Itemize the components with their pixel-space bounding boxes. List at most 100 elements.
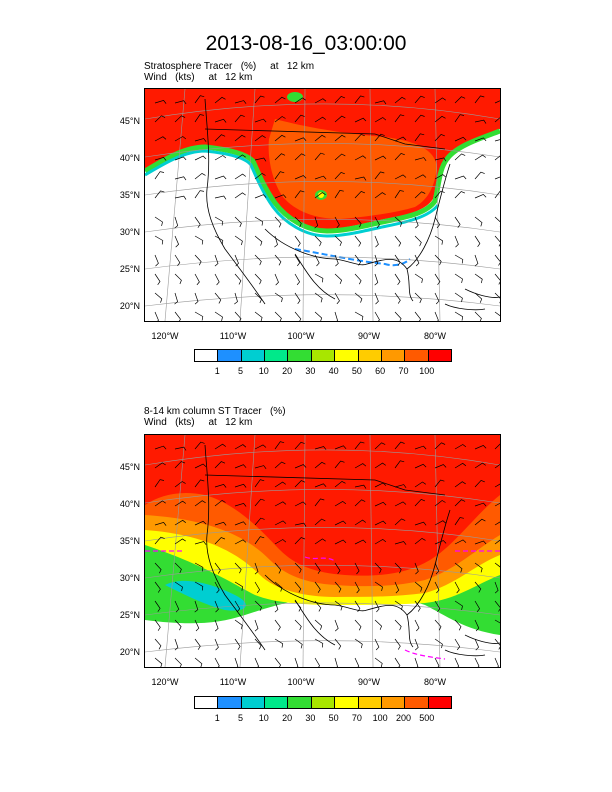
wind-barb xyxy=(194,190,205,199)
panel2-subtitle: Wind (kts) at 12 km xyxy=(144,417,253,428)
wind-barb xyxy=(274,235,278,248)
wind-barb xyxy=(254,157,267,162)
wind-barb xyxy=(234,600,241,613)
wind-barb xyxy=(174,519,187,526)
wind-barb xyxy=(254,479,265,488)
wind-barb xyxy=(154,479,165,488)
wind-barb xyxy=(154,136,167,142)
wind-barb xyxy=(274,520,287,526)
wind-barb xyxy=(454,499,466,507)
wind-barb xyxy=(274,657,282,667)
wind-barb xyxy=(374,100,387,105)
wind-barb xyxy=(494,600,500,612)
panel2-map xyxy=(144,434,501,668)
colorbar-swatch xyxy=(195,697,219,708)
wind-barb xyxy=(474,171,485,180)
wind-barb xyxy=(294,522,307,527)
wind-barb xyxy=(194,657,203,667)
figure-title: 2013-08-16_03:00:00 xyxy=(205,32,407,55)
wind-barb xyxy=(214,235,224,245)
wind-barb xyxy=(254,194,267,199)
wind-barb xyxy=(234,619,243,630)
wind-barb xyxy=(494,521,500,526)
panel1-lat-label: 35°N xyxy=(119,190,140,200)
wind-barb xyxy=(354,619,362,631)
wind-barbs xyxy=(154,441,500,667)
wind-barb xyxy=(474,581,482,593)
wind-barb xyxy=(294,657,299,667)
wind-barb xyxy=(454,273,463,283)
wind-barb xyxy=(494,254,500,266)
wind-barb xyxy=(174,657,182,667)
wind-barb xyxy=(454,444,467,450)
wind-barb xyxy=(194,500,206,507)
wind-barb xyxy=(234,235,243,246)
wind-barb xyxy=(354,133,365,142)
wind-barb xyxy=(194,216,201,228)
wind-barb xyxy=(294,235,301,247)
colorbar-swatch xyxy=(335,350,359,361)
wind-barb xyxy=(294,311,302,321)
wind-barb xyxy=(374,638,380,651)
wind-barb xyxy=(274,216,282,228)
wind-barb xyxy=(314,192,326,199)
wind-barb xyxy=(154,536,165,545)
wind-barb xyxy=(314,116,327,123)
wind-barb xyxy=(234,114,245,123)
wind-barb xyxy=(174,461,186,469)
wind-barb xyxy=(314,134,326,142)
wind-barb xyxy=(494,539,500,545)
wind-barb xyxy=(334,480,346,488)
wind-barb xyxy=(474,562,483,573)
wind-barb xyxy=(214,254,219,267)
wind-barb xyxy=(374,311,380,321)
wind-barb xyxy=(334,95,346,104)
wind-barb xyxy=(334,500,347,507)
wind-barb xyxy=(194,562,204,572)
wind-barb xyxy=(214,292,222,304)
wind-barb xyxy=(194,292,199,305)
wind-barb xyxy=(414,581,423,592)
wind-barb xyxy=(254,118,267,123)
colorbar-swatch xyxy=(218,350,242,361)
wind-barb xyxy=(174,136,187,142)
wind-barb xyxy=(274,638,284,648)
wind-barb xyxy=(394,460,405,469)
panel1-lon-label: 120°W xyxy=(151,331,179,341)
wind-barb xyxy=(494,292,500,304)
wind-barb xyxy=(454,619,462,631)
wind-barb xyxy=(474,540,487,545)
wind-barb xyxy=(494,562,500,568)
wind-barb xyxy=(194,600,199,613)
panel2-lat-label: 30°N xyxy=(119,573,140,583)
wind-barb xyxy=(494,311,500,317)
tracer-orange-region xyxy=(268,119,437,219)
wind-barb xyxy=(194,311,204,321)
wind-barb xyxy=(354,519,367,526)
colorbar-label: 20 xyxy=(282,713,293,723)
wind-barb xyxy=(214,537,226,545)
wind-barb xyxy=(434,311,439,321)
panel2-lat-label: 45°N xyxy=(119,462,140,472)
wind-barb xyxy=(314,98,327,104)
wind-barb xyxy=(294,97,306,104)
wind-barb xyxy=(434,190,445,199)
wind-barb xyxy=(454,191,466,199)
colorbar-swatch xyxy=(218,697,242,708)
wind-barb xyxy=(174,100,187,105)
wind-barb xyxy=(314,235,322,247)
wind-barb xyxy=(354,95,365,104)
wind-barb xyxy=(234,464,247,469)
wind-barb xyxy=(254,638,262,650)
wind-barb xyxy=(414,273,423,283)
wind-barb xyxy=(154,619,161,631)
wind-barb xyxy=(494,638,500,650)
wind-barb xyxy=(494,100,500,104)
wind-barb xyxy=(474,216,483,227)
wind-barb xyxy=(294,619,302,631)
colorbar-label: 30 xyxy=(305,713,316,723)
wind-barb xyxy=(474,119,487,124)
wind-barb xyxy=(254,581,261,594)
wind-barb xyxy=(274,153,286,161)
wind-barb xyxy=(294,216,302,228)
